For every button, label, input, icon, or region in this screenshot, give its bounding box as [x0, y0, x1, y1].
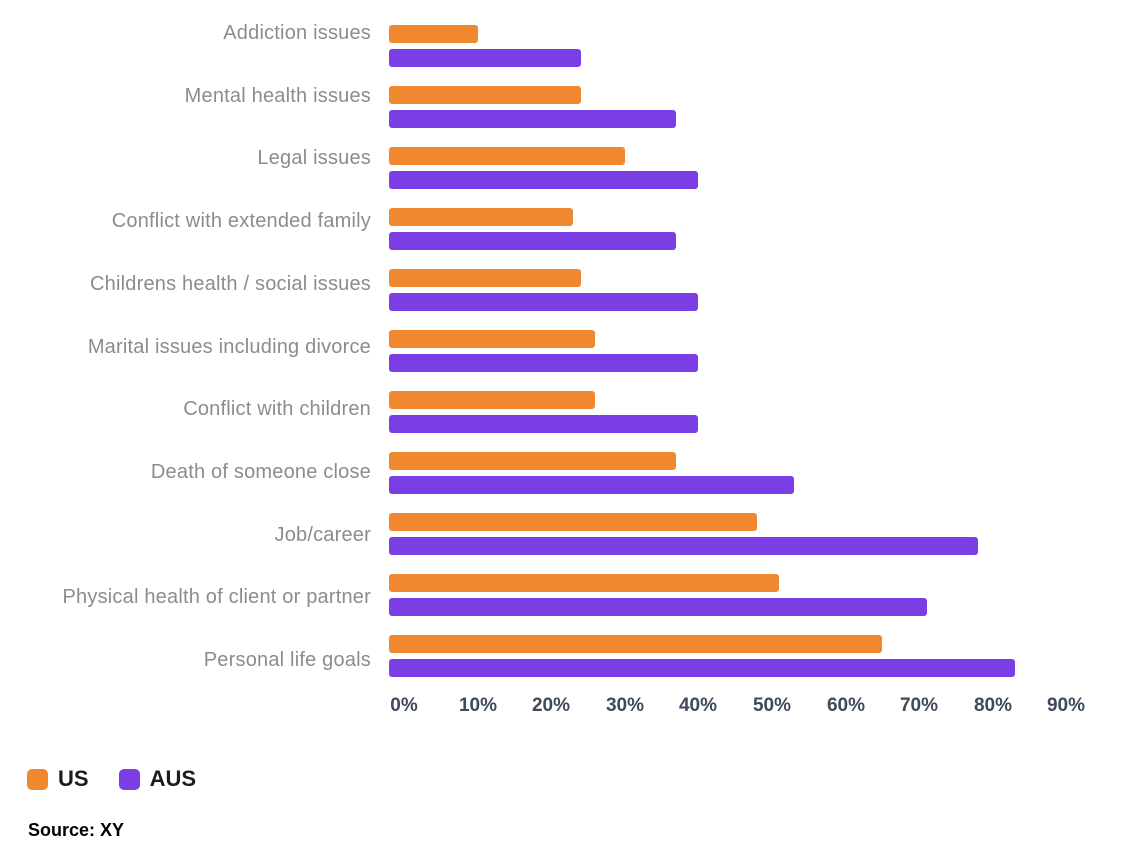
category-label: Mental health issues: [184, 85, 371, 107]
bar-aus: [389, 659, 1015, 677]
x-tick-label: 50%: [752, 695, 792, 716]
category-label: Marital issues including divorce: [87, 336, 371, 358]
legend-label: AUS: [149, 766, 197, 791]
x-tick-label: 80%: [973, 695, 1013, 716]
bar-us: [389, 635, 882, 653]
category-label: Death of someone close: [150, 461, 371, 483]
bar-aus: [389, 354, 698, 372]
bar-aus: [389, 415, 698, 433]
bar-aus: [389, 537, 978, 555]
x-tick-label: 20%: [531, 695, 571, 716]
category-label: Conflict with extended family: [111, 210, 371, 232]
legend-item-us: US: [27, 766, 89, 792]
category-label: Addiction issues: [223, 22, 371, 44]
bar-us: [389, 574, 779, 592]
bar-aus: [389, 476, 794, 494]
x-tick-label: 40%: [678, 695, 718, 716]
category-label: Legal issues: [257, 147, 371, 169]
category-label: Conflict with children: [183, 398, 371, 420]
bar-us: [389, 452, 676, 470]
bar-us: [389, 208, 573, 226]
bar-aus: [389, 171, 698, 189]
x-tick-label: 0%: [390, 695, 418, 716]
bar-aus: [389, 110, 676, 128]
legend-swatch-us: [27, 768, 48, 790]
legend-swatch-aus: [118, 768, 140, 790]
legend: US AUS: [27, 766, 196, 792]
x-tick-label: 90%: [1046, 695, 1086, 716]
bar-us: [389, 513, 757, 531]
bar-aus: [389, 293, 698, 311]
bar-us: [389, 330, 595, 348]
bar-us: [389, 269, 581, 287]
source-note: Source: XY: [28, 820, 125, 840]
category-label: Job/career: [274, 524, 371, 546]
bar-us: [389, 391, 595, 409]
category-label: Personal life goals: [203, 649, 371, 671]
x-tick-label: 30%: [605, 695, 645, 716]
bar-us: [389, 86, 581, 104]
bar-us: [389, 25, 478, 43]
x-tick-label: 10%: [458, 695, 498, 716]
x-tick-label: 60%: [826, 695, 866, 716]
bar-us: [389, 147, 625, 165]
legend-item-aus: AUS: [118, 766, 197, 792]
bar-aus: [389, 598, 927, 616]
category-label: Childrens health / social issues: [90, 273, 371, 295]
bar-aus: [389, 232, 676, 250]
legend-label: US: [58, 766, 89, 791]
x-tick-label: 70%: [899, 695, 939, 716]
bar-aus: [389, 49, 581, 67]
category-label: Physical health of client or partner: [62, 586, 371, 608]
